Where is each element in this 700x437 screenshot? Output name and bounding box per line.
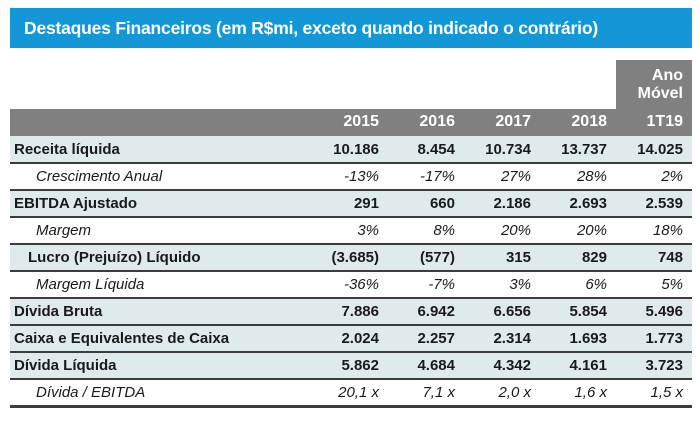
row-value: 748 <box>616 244 692 272</box>
row-value: 1.693 <box>540 325 616 353</box>
row-value: 6% <box>540 271 616 299</box>
row-label: Margem Líquida <box>10 271 312 299</box>
row-label: EBITDA Ajustado <box>10 190 312 218</box>
row-value: 2% <box>616 163 692 191</box>
header-cell-year-2015: 2015 <box>312 109 388 136</box>
table-row: Caixa e Equivalentes de Caixa 2.024 2.257 2… <box>10 325 692 353</box>
row-value: 1.773 <box>616 325 692 353</box>
table-row: Dívida Bruta 7.886 6.942 6.656 5.854 5.496 <box>10 298 692 326</box>
row-value: 5% <box>616 271 692 299</box>
row-label: Caixa e Equivalentes de Caixa <box>10 325 312 353</box>
row-value: 1,6 x <box>540 379 616 408</box>
row-value: 3% <box>464 271 540 299</box>
trailing-year-header-block: Ano Móvel <box>616 60 692 109</box>
row-value: 10.186 <box>312 136 388 164</box>
header-cell-year-2017: 2017 <box>464 109 540 136</box>
row-value: 829 <box>540 244 616 272</box>
row-value: 2.186 <box>464 190 540 218</box>
header-cell-year-1T19: 1T19 <box>616 109 692 136</box>
row-value: 4.342 <box>464 352 540 380</box>
table-row: Dívida / EBITDA 20,1 x 7,1 x 2,0 x 1,6 x 1,5 … <box>10 379 692 408</box>
table-row: EBITDA Ajustado 291 660 2.186 2.693 2.539 <box>10 190 692 218</box>
row-value: 1,5 x <box>616 379 692 408</box>
row-value: 2,0 x <box>464 379 540 408</box>
row-value: -17% <box>388 163 464 191</box>
table-row: Receita líquida 10.186 8.454 10.734 13.737 14… <box>10 136 692 164</box>
row-label: Dívida / EBITDA <box>10 379 312 408</box>
table-row: Lucro (Prejuízo) Líquido (3.685) (577) 315 8… <box>10 244 692 272</box>
row-label: Lucro (Prejuízo) Líquido <box>10 244 312 272</box>
header-cell-metric <box>10 109 312 136</box>
row-value: 4.161 <box>540 352 616 380</box>
row-value: -36% <box>312 271 388 299</box>
row-label: Dívida Líquida <box>10 352 312 380</box>
row-value: 14.025 <box>616 136 692 164</box>
row-value: 3% <box>312 217 388 245</box>
financial-table-container: 2015 2016 2017 2018 1T19 Receita líquida 10.1… <box>10 109 692 408</box>
row-value: 5.854 <box>540 298 616 326</box>
row-value: 27% <box>464 163 540 191</box>
row-value: 291 <box>312 190 388 218</box>
table-row: Margem Líquida -36% -7% 3% 6% 5% <box>10 271 692 299</box>
row-label: Margem <box>10 217 312 245</box>
row-value: 4.684 <box>388 352 464 380</box>
row-value: 3.723 <box>616 352 692 380</box>
header-cell-year-2018: 2018 <box>540 109 616 136</box>
row-value: 7,1 x <box>388 379 464 408</box>
table-header: 2015 2016 2017 2018 1T19 <box>10 109 692 136</box>
row-value: 315 <box>464 244 540 272</box>
table-body: Receita líquida 10.186 8.454 10.734 13.737 14… <box>10 136 692 408</box>
table-row: Crescimento Anual -13% -17% 27% 28% 2% <box>10 163 692 191</box>
row-value: 18% <box>616 217 692 245</box>
row-value: 2.539 <box>616 190 692 218</box>
row-label: Receita líquida <box>10 136 312 164</box>
row-value: 20% <box>540 217 616 245</box>
row-value: 5.496 <box>616 298 692 326</box>
row-value: 8% <box>388 217 464 245</box>
row-value: 2.257 <box>388 325 464 353</box>
trailing-year-label-line1: Ano <box>651 66 683 84</box>
row-value: 13.737 <box>540 136 616 164</box>
row-value: 20% <box>464 217 540 245</box>
row-value: 6.942 <box>388 298 464 326</box>
row-value: 5.862 <box>312 352 388 380</box>
panel-title: Destaques Financeiros (em R$mi, exceto q… <box>24 17 598 38</box>
row-value: (3.685) <box>312 244 388 272</box>
header-cell-year-2016: 2016 <box>388 109 464 136</box>
row-value: 10.734 <box>464 136 540 164</box>
header-row: 2015 2016 2017 2018 1T19 <box>10 109 692 136</box>
financial-highlights-table: 2015 2016 2017 2018 1T19 Receita líquida 10.1… <box>10 109 692 408</box>
row-value: 8.454 <box>388 136 464 164</box>
row-value: 6.656 <box>464 298 540 326</box>
row-value: 7.886 <box>312 298 388 326</box>
row-value: -7% <box>388 271 464 299</box>
row-value: 2.024 <box>312 325 388 353</box>
table-row: Dívida Líquida 5.862 4.684 4.342 4.161 3.723 <box>10 352 692 380</box>
trailing-year-label-line2: Móvel <box>637 84 683 102</box>
row-label: Dívida Bruta <box>10 298 312 326</box>
row-value: 20,1 x <box>312 379 388 408</box>
table-row: Margem 3% 8% 20% 20% 18% <box>10 217 692 245</box>
row-value: 2.314 <box>464 325 540 353</box>
row-value: 660 <box>388 190 464 218</box>
row-label: Crescimento Anual <box>10 163 312 191</box>
row-value: (577) <box>388 244 464 272</box>
row-value: 28% <box>540 163 616 191</box>
row-value: -13% <box>312 163 388 191</box>
row-value: 2.693 <box>540 190 616 218</box>
panel-title-banner: Destaques Financeiros (em R$mi, exceto q… <box>10 8 692 48</box>
